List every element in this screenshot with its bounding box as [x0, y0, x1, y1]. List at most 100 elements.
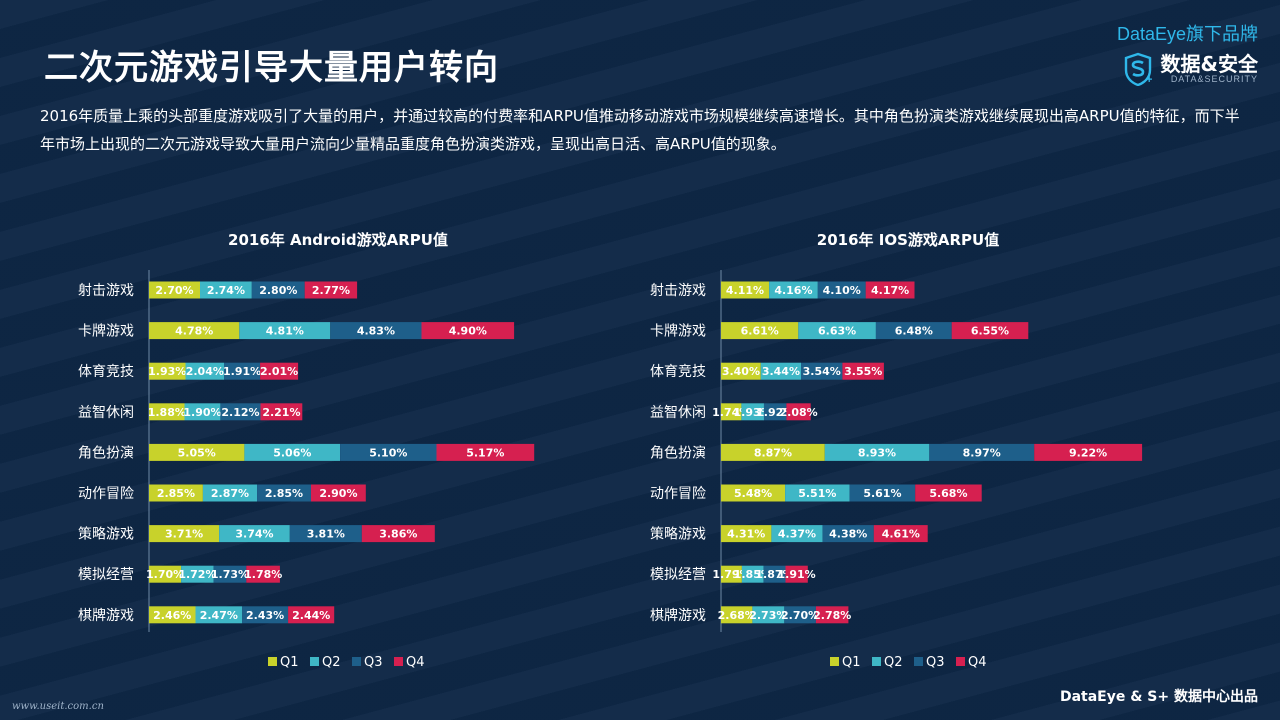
bar-segment	[219, 525, 290, 543]
bar-segment	[288, 606, 335, 624]
data-label: 8.97%	[963, 446, 1001, 459]
category-label: 射击游戏	[78, 283, 134, 299]
category-label: 体育竞技	[650, 363, 706, 380]
bar-segment	[289, 525, 362, 543]
category-label: 模拟经营	[78, 567, 134, 583]
svg-text:+: +	[1146, 74, 1152, 86]
data-label: 1.74%	[712, 406, 750, 419]
category-label: 角色扮演	[78, 444, 134, 461]
data-label: 2.70%	[781, 609, 819, 622]
data-label: 4.37%	[778, 528, 816, 541]
legend-swatch	[352, 657, 361, 666]
data-label: 1.72%	[178, 568, 216, 581]
bar-segment	[340, 443, 437, 461]
legend-label: Q2	[322, 655, 341, 670]
data-label: 4.38%	[829, 528, 867, 541]
bar-segment	[202, 484, 258, 502]
data-label: 2.47%	[200, 609, 238, 622]
legend-swatch	[872, 657, 881, 666]
legend-label: Q1	[280, 655, 299, 670]
bar-segment	[260, 362, 299, 380]
data-label: 5.06%	[273, 446, 311, 459]
data-label: 2.77%	[312, 284, 350, 297]
bar-segment	[721, 443, 825, 461]
bar-segment	[224, 362, 261, 380]
bar-segment	[436, 443, 535, 461]
category-label: 动作冒险	[650, 486, 706, 502]
bar-segment	[741, 565, 764, 583]
bar-segment	[769, 281, 818, 299]
data-label: 4.17%	[871, 284, 909, 297]
bar-segment	[251, 281, 305, 299]
chart-title: 2016年 IOS游戏ARPU值	[817, 231, 999, 249]
category-label: 体育竞技	[78, 363, 134, 380]
data-label: 1.90%	[183, 406, 221, 419]
data-label: 1.79%	[712, 568, 750, 581]
legend-swatch	[394, 657, 403, 666]
bar-segment	[721, 565, 742, 583]
data-label: 2.46%	[153, 609, 191, 622]
category-label: 射击游戏	[650, 283, 706, 299]
bar-segment	[786, 403, 811, 421]
legend-label: Q2	[884, 655, 903, 670]
data-label: 5.17%	[466, 446, 504, 459]
bar-segment	[815, 606, 849, 624]
data-label: 2.85%	[265, 487, 303, 500]
bar-segment	[798, 322, 876, 340]
data-label: 6.61%	[741, 325, 779, 338]
bar-segment	[149, 362, 186, 380]
bar-segment	[361, 525, 435, 543]
bar-segment	[213, 565, 247, 583]
bar-segment	[865, 281, 915, 299]
data-label: 6.48%	[895, 325, 933, 338]
bar-segment	[1034, 443, 1143, 461]
bar-segment	[330, 322, 422, 340]
bar-segment	[721, 403, 742, 421]
bar-segment	[763, 403, 787, 421]
data-label: 5.61%	[863, 487, 901, 500]
bar-segment	[721, 606, 753, 624]
data-label: 4.61%	[882, 528, 920, 541]
bar-segment	[849, 484, 916, 502]
data-label: 1.93%	[148, 365, 186, 378]
bar-segment	[304, 281, 358, 299]
bar-segment	[181, 565, 214, 583]
bar-segment	[771, 525, 823, 543]
bar-segment	[184, 403, 221, 421]
bar-segment	[721, 281, 770, 299]
bar-segment	[760, 362, 801, 380]
data-label: 4.10%	[823, 284, 861, 297]
bar-segment	[220, 403, 261, 421]
footer-credit: DataEye & S+ 数据中心出品	[1059, 689, 1258, 705]
data-label: 5.68%	[929, 487, 967, 500]
bar-segment	[200, 281, 252, 299]
data-label: 4.78%	[175, 325, 213, 338]
bar-segment	[149, 606, 196, 624]
category-label: 动作冒险	[78, 486, 134, 502]
bar-segment	[721, 362, 761, 380]
bar-segment	[752, 606, 785, 624]
bar-segment	[149, 565, 182, 583]
data-label: 6.63%	[818, 325, 856, 338]
legend-label: Q3	[364, 655, 383, 670]
bar-segment	[149, 403, 185, 421]
bar-segment	[239, 322, 331, 340]
data-label: 6.55%	[971, 325, 1009, 338]
bar-segment	[721, 322, 799, 340]
data-label: 5.10%	[369, 446, 407, 459]
legend-swatch	[268, 657, 277, 666]
legend-label: Q1	[842, 655, 861, 670]
description-text: 2016年质量上乘的头部重度游戏吸引了大量的用户，并通过较高的付费率和ARPU值…	[40, 107, 1240, 153]
data-label: 2.73%	[749, 609, 787, 622]
bar-segment	[785, 565, 808, 583]
legend-label: Q3	[926, 655, 945, 670]
bar-segment	[951, 322, 1029, 340]
data-label: 3.86%	[379, 528, 417, 541]
data-label: 5.48%	[734, 487, 772, 500]
data-label: 2.21%	[262, 406, 300, 419]
data-label: 2.74%	[207, 284, 245, 297]
data-label: 5.51%	[798, 487, 836, 500]
bar-segment	[149, 443, 245, 461]
